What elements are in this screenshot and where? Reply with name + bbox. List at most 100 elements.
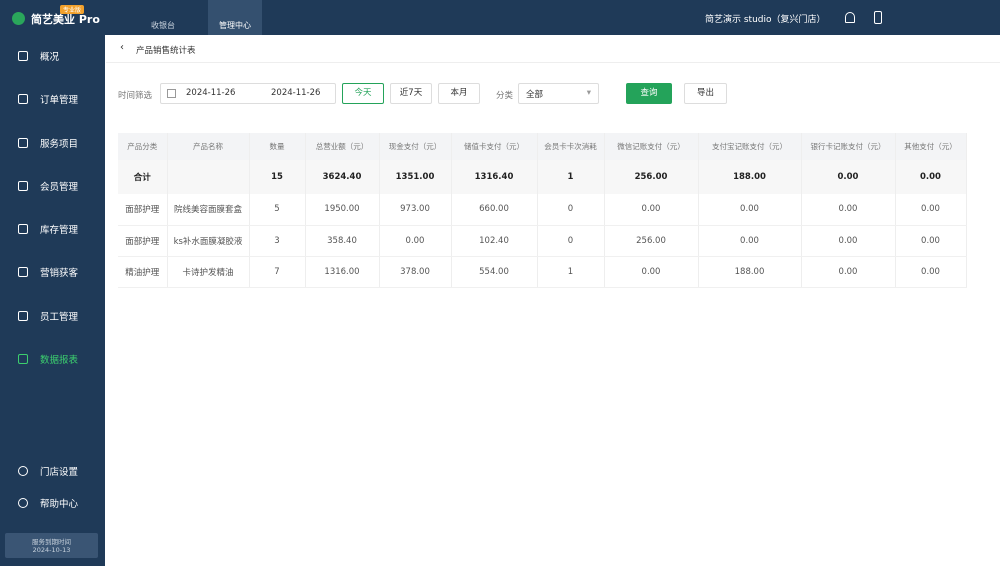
nav-item[interactable]: 库存管理 bbox=[0, 214, 105, 244]
expiry-date: 2024-10-13 bbox=[32, 546, 71, 554]
table-cell: 0.00 bbox=[895, 225, 967, 257]
table-cell: 0 bbox=[537, 225, 605, 257]
nav-item[interactable]: 营销获客 bbox=[0, 257, 105, 287]
logo-icon bbox=[12, 12, 25, 25]
nav-item[interactable]: 数据报表 bbox=[0, 344, 105, 374]
expiry-label: 服务到期时间 bbox=[32, 538, 71, 546]
calendar-icon bbox=[167, 89, 176, 98]
table-cell: 1950.00 bbox=[305, 194, 380, 226]
category-value: 全部 bbox=[526, 90, 544, 100]
table-cell bbox=[167, 160, 250, 194]
table-cell: 0.00 bbox=[698, 225, 802, 257]
expiry-box: 服务到期时间 2024-10-13 bbox=[5, 533, 98, 558]
column-header: 其他支付（元） bbox=[895, 133, 967, 160]
table-cell: 1 bbox=[537, 160, 605, 194]
nav-label: 服务项目 bbox=[40, 139, 79, 150]
back-arrow[interactable]: ‹ bbox=[120, 42, 124, 53]
nav-item[interactable]: 订单管理 bbox=[0, 84, 105, 114]
end-date: 2024-11-26 bbox=[271, 88, 321, 98]
range-button[interactable]: 本月 bbox=[438, 83, 480, 104]
table-cell: 256.00 bbox=[604, 225, 699, 257]
category-select[interactable]: 全部 ▾ bbox=[518, 83, 599, 104]
nav-icon bbox=[18, 466, 28, 476]
nav-label: 概况 bbox=[40, 52, 60, 63]
column-header: 银行卡记账支付（元） bbox=[801, 133, 896, 160]
nav-label: 库存管理 bbox=[40, 225, 79, 236]
table-cell: 0.00 bbox=[698, 194, 802, 226]
range-button[interactable]: 近7天 bbox=[390, 83, 432, 104]
nav-icon bbox=[18, 51, 28, 61]
table-cell: 554.00 bbox=[451, 256, 538, 288]
store-name[interactable]: 简艺演示 studio（复兴门店） bbox=[705, 15, 826, 25]
nav-icon bbox=[18, 138, 28, 148]
table-row: 面部护理 ks补水面膜凝胶液 3 358.40 0.00 102.40 0 256.00 0.0… bbox=[118, 225, 967, 257]
table-cell: 0.00 bbox=[604, 194, 699, 226]
nav-item[interactable]: 概况 bbox=[0, 41, 105, 71]
table-cell: ks补水面膜凝胶液 bbox=[167, 225, 250, 257]
table-cell: 102.40 bbox=[451, 225, 538, 257]
nav-item[interactable]: 服务项目 bbox=[0, 128, 105, 158]
table-cell: 188.00 bbox=[698, 256, 802, 288]
table-cell: 面部护理 bbox=[118, 225, 168, 257]
table-cell: 卡诗护发精油 bbox=[167, 256, 250, 288]
export-button[interactable]: 导出 bbox=[684, 83, 727, 104]
table-cell: 院线美容面膜套盒 bbox=[167, 194, 250, 226]
query-button[interactable]: 查询 bbox=[626, 83, 672, 104]
table-cell: 0.00 bbox=[379, 225, 452, 257]
nav-item[interactable]: 帮助中心 bbox=[0, 488, 105, 518]
nav-icon bbox=[18, 498, 28, 508]
nav-icon bbox=[18, 224, 28, 234]
table-cell: 0.00 bbox=[801, 194, 896, 226]
breadcrumb: ‹ 产品销售统计表 bbox=[106, 35, 1000, 63]
column-header: 会员卡卡次消耗 bbox=[537, 133, 605, 160]
table-cell: 0 bbox=[537, 194, 605, 226]
nav-item[interactable]: 会员管理 bbox=[0, 171, 105, 201]
caret: ▾ bbox=[586, 88, 591, 98]
logo: 简艺美业 Pro bbox=[31, 13, 100, 26]
column-header: 产品名称 bbox=[167, 133, 250, 160]
date-range[interactable]: 2024-11-26 2024-11-26 bbox=[160, 83, 336, 104]
range-button[interactable]: 今天 bbox=[342, 83, 384, 104]
table-cell: 378.00 bbox=[379, 256, 452, 288]
nav-icon bbox=[18, 311, 28, 321]
top-bar: 简艺美业 Pro 专业版 收银台 管理中心 简艺演示 studio（复兴门店） bbox=[0, 0, 1000, 35]
nav-label: 营销获客 bbox=[40, 268, 79, 279]
column-header: 总营业额（元） bbox=[305, 133, 380, 160]
table-cell: 3624.40 bbox=[305, 160, 380, 194]
nav-item[interactable]: 门店设置 bbox=[0, 456, 105, 486]
nav-icon bbox=[18, 354, 28, 364]
nav-label: 数据报表 bbox=[40, 355, 79, 366]
device-icon[interactable] bbox=[874, 11, 882, 24]
table-cell: 0.00 bbox=[895, 160, 967, 194]
table-row: 精油护理 卡诗护发精油 7 1316.00 378.00 554.00 1 0.00 188.0… bbox=[118, 256, 967, 288]
tab[interactable]: 收银台 bbox=[151, 21, 175, 30]
page-title: 产品销售统计表 bbox=[136, 46, 196, 56]
table-cell: 15 bbox=[249, 160, 306, 194]
nav-label: 员工管理 bbox=[40, 312, 79, 323]
column-header: 现金支付（元） bbox=[379, 133, 452, 160]
start-date: 2024-11-26 bbox=[186, 88, 236, 98]
table-row: 合计 15 3624.40 1351.00 1316.40 1 256.00 188.00 0.… bbox=[118, 160, 967, 194]
table-cell: 0.00 bbox=[801, 256, 896, 288]
table-cell: 0.00 bbox=[801, 160, 896, 194]
nav-label: 会员管理 bbox=[40, 182, 79, 193]
user-icon[interactable] bbox=[845, 12, 855, 23]
time-label: 时间筛选 bbox=[118, 91, 153, 101]
table-cell: 0.00 bbox=[801, 225, 896, 257]
table-cell: 256.00 bbox=[604, 160, 699, 194]
table-cell: 973.00 bbox=[379, 194, 452, 226]
table-cell: 0.00 bbox=[895, 194, 967, 226]
category-label: 分类 bbox=[496, 91, 514, 101]
nav-item[interactable]: 员工管理 bbox=[0, 301, 105, 331]
table-cell: 188.00 bbox=[698, 160, 802, 194]
nav-icon bbox=[18, 267, 28, 277]
table-cell: 面部护理 bbox=[118, 194, 168, 226]
nav-label: 门店设置 bbox=[40, 467, 79, 478]
table-cell: 0.00 bbox=[895, 256, 967, 288]
nav-icon bbox=[18, 94, 28, 104]
table-cell: 1316.00 bbox=[305, 256, 380, 288]
nav-icon bbox=[18, 181, 28, 191]
tab[interactable]: 管理中心 bbox=[208, 0, 262, 35]
table-cell: 1 bbox=[537, 256, 605, 288]
table-cell: 660.00 bbox=[451, 194, 538, 226]
